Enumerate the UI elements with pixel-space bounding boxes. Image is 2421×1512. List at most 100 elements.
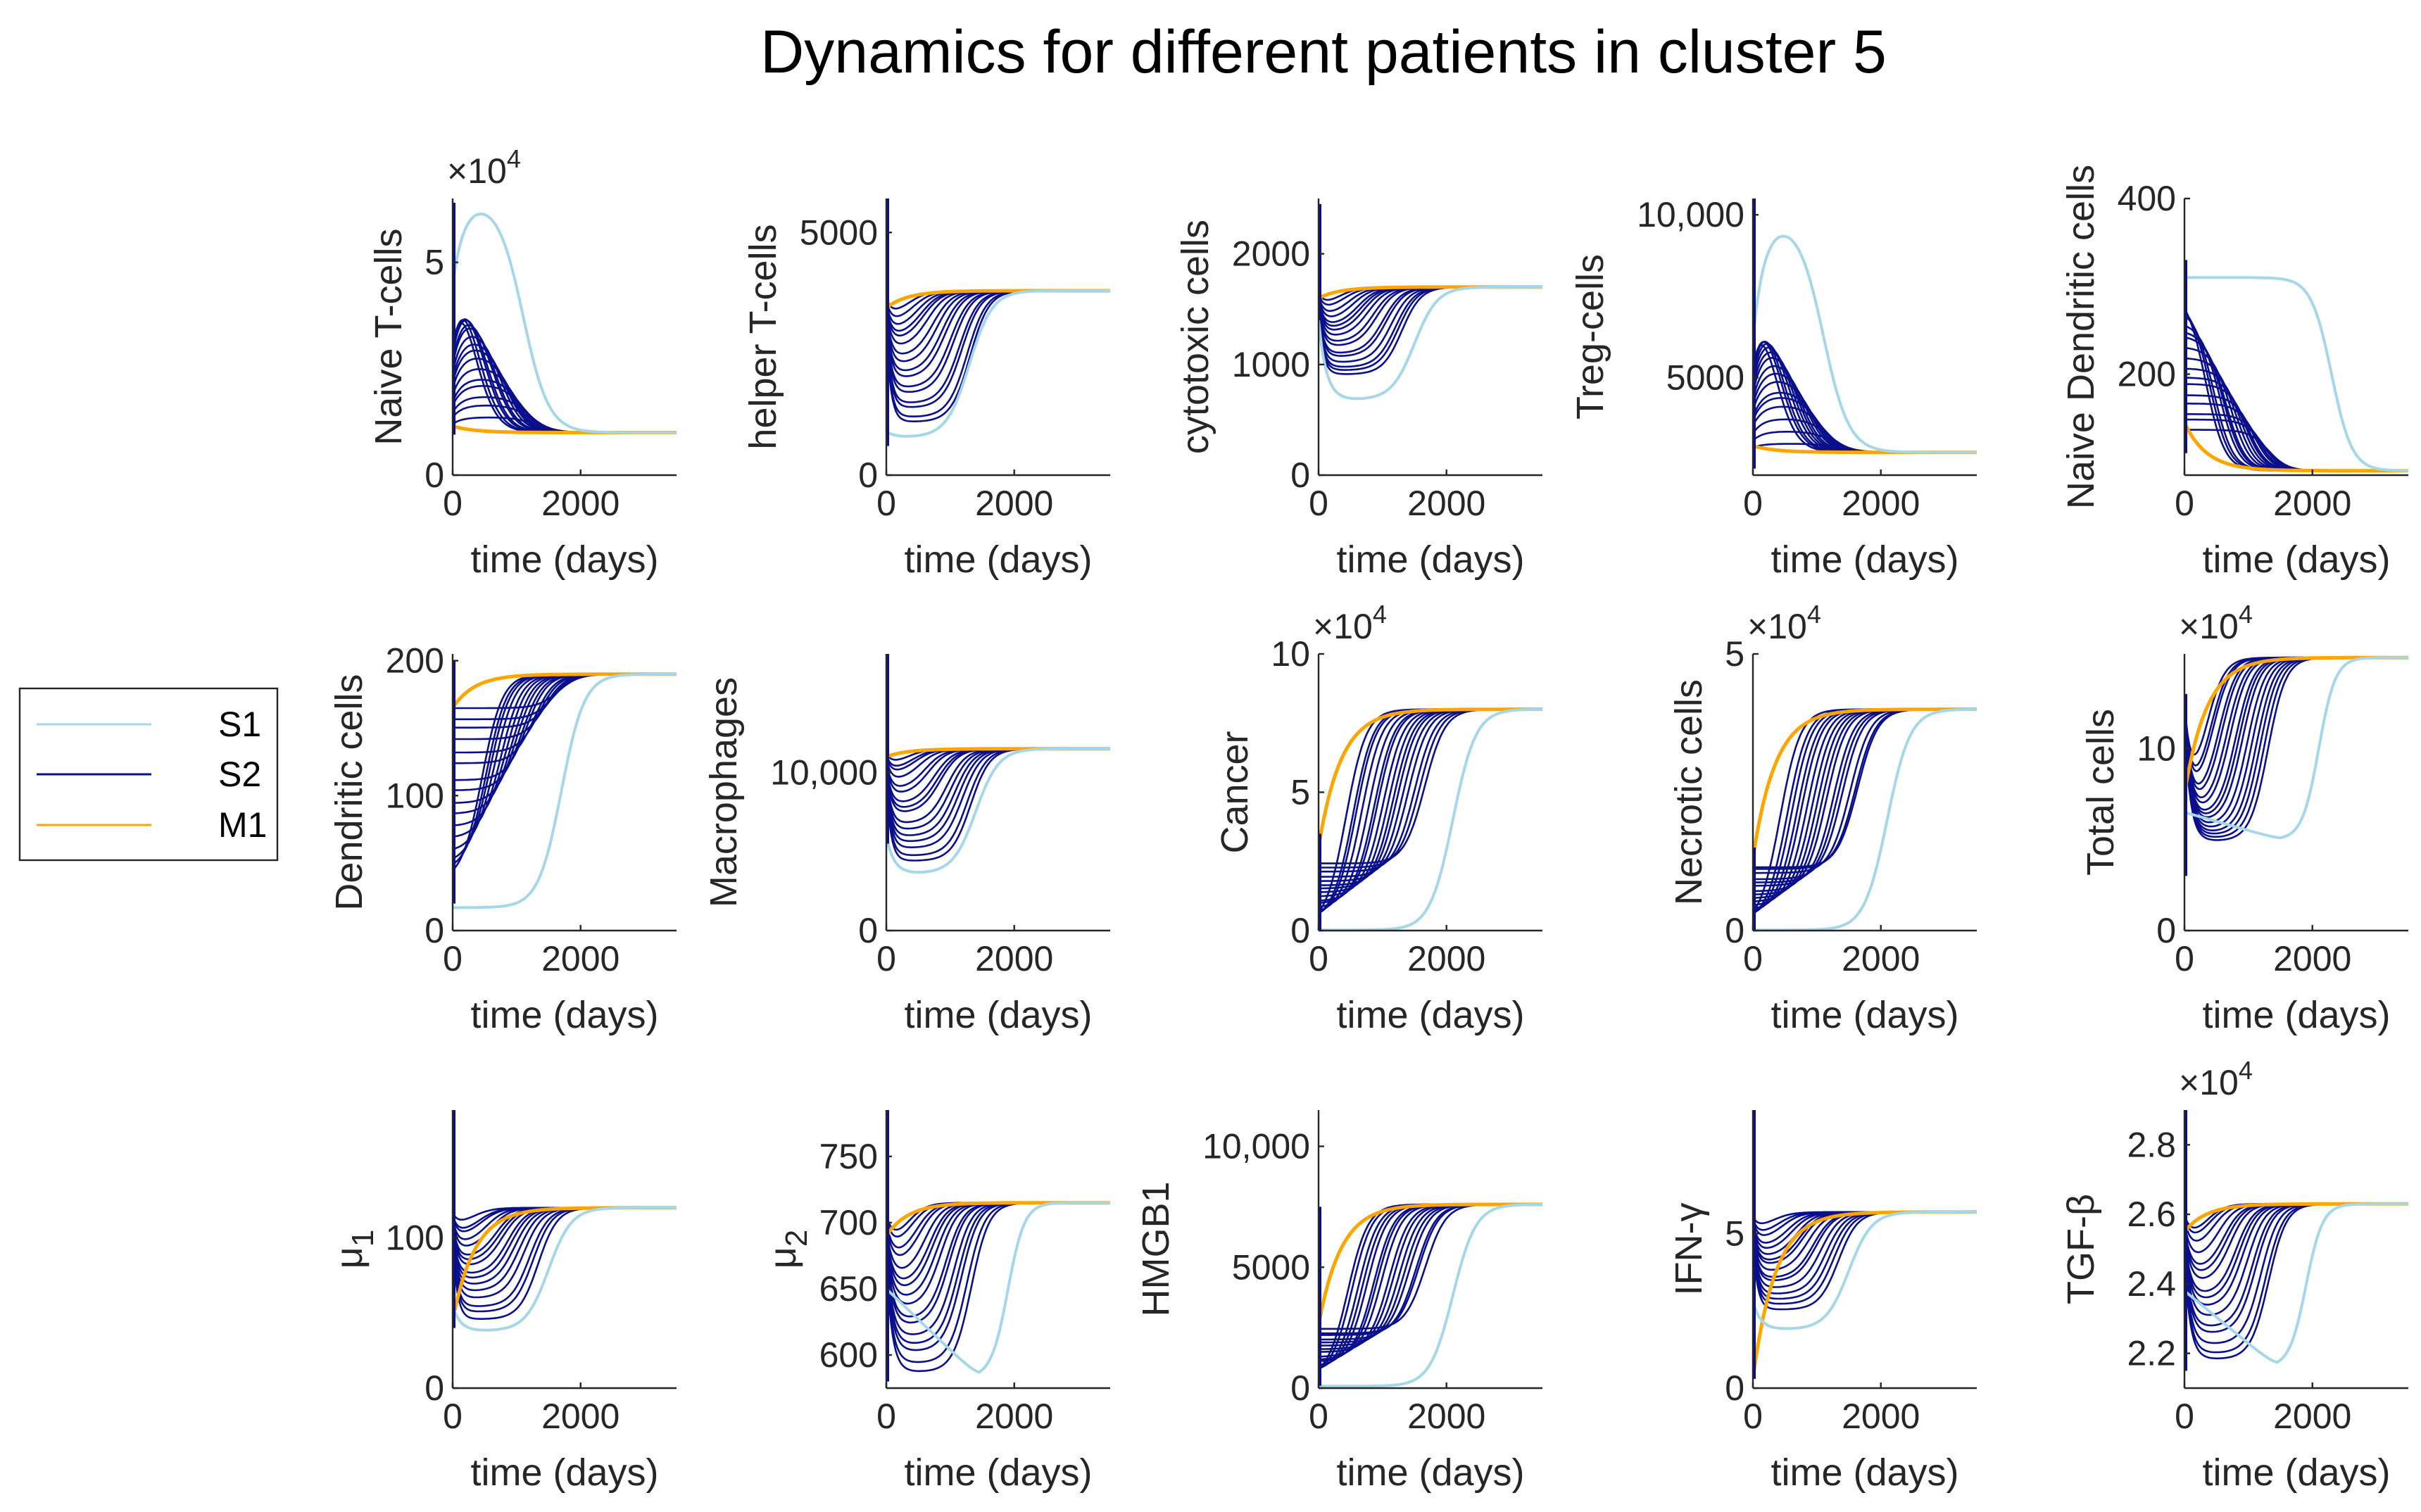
y-tick-label: 400 xyxy=(2118,179,2176,218)
s2-line xyxy=(453,1207,677,1292)
x-tick-label: 0 xyxy=(1309,484,1328,523)
y-tick-label: 200 xyxy=(2118,355,2176,394)
y-axis-label: cytotoxic cells xyxy=(1174,220,1216,454)
y-tick-label: 2000 xyxy=(1232,234,1310,274)
subplot-lines xyxy=(886,654,1110,874)
subplot-3: 0 2000 0 1000 2000 time (days) cytotoxic cells xyxy=(1174,199,1542,581)
y-tick-label: 10 xyxy=(2137,729,2176,768)
y-tick-label: 5 xyxy=(425,243,444,282)
subplot-lines xyxy=(1753,199,1977,469)
y-tick-label: 2.8 xyxy=(2127,1125,2176,1164)
y-axis-label: Naive Dendritic cells xyxy=(2060,165,2102,509)
legend-label-s2: S2 xyxy=(218,755,261,794)
s1-line xyxy=(2184,656,2408,840)
m1-line xyxy=(1319,708,1542,848)
x-tick-label: 0 xyxy=(2175,1397,2194,1436)
axis-multiplier: ×104 xyxy=(2179,1056,2253,1102)
s2-line xyxy=(886,1202,1110,1318)
y-axis-label: Treg-cells xyxy=(1569,254,1611,420)
x-axis-label: time (days) xyxy=(470,1451,658,1494)
x-tick-label: 0 xyxy=(1309,939,1328,978)
s2-line xyxy=(453,318,677,434)
s2-line xyxy=(886,748,1110,824)
s2-line xyxy=(2184,1203,2408,1360)
s2-line xyxy=(2184,656,2408,828)
x-axis-label: time (days) xyxy=(1336,1451,1524,1494)
subplot-2: 0 2000 0 5000 time (days) helper T-cells xyxy=(742,199,1110,581)
y-tick-label: 600 xyxy=(819,1335,878,1375)
y-axis-label: Dendritic cells xyxy=(328,674,370,910)
y-tick-label: 0 xyxy=(858,455,878,495)
x-tick-label: 2000 xyxy=(1842,484,1920,523)
y-tick-label: 5000 xyxy=(1666,358,1744,397)
subplot-lines xyxy=(1319,1202,1542,1388)
x-tick-label: 2000 xyxy=(1407,939,1485,978)
subplot-12: 0 2000 600 650 700 750 time (days) μ2 xyxy=(762,1110,1110,1494)
x-axis-label: time (days) xyxy=(1771,994,1958,1036)
m1-line xyxy=(2184,655,2408,795)
s1-line xyxy=(2184,276,2408,472)
m1-line xyxy=(2184,656,2408,795)
s2-line xyxy=(453,673,677,814)
subplot-lines xyxy=(453,660,677,909)
y-tick-label: 5000 xyxy=(1232,1247,1310,1287)
s2-line xyxy=(453,1207,677,1320)
y-tick-label: 200 xyxy=(386,641,444,681)
x-tick-label: 2000 xyxy=(1407,484,1485,523)
x-axis-label: time (days) xyxy=(1336,538,1524,581)
s2-line xyxy=(453,344,677,434)
x-axis-label: time (days) xyxy=(470,994,658,1036)
m1-line xyxy=(453,1207,677,1321)
m1-line xyxy=(1319,707,1542,848)
y-tick-label: 2.6 xyxy=(2127,1195,2176,1234)
x-tick-label: 0 xyxy=(876,1397,896,1436)
s2-line xyxy=(886,1202,1110,1305)
s1-line xyxy=(1319,1203,1542,1388)
x-tick-label: 2000 xyxy=(1842,939,1920,978)
s2-line xyxy=(1753,708,1977,874)
x-axis-label: time (days) xyxy=(904,1451,1092,1494)
x-axis-label: time (days) xyxy=(1336,994,1524,1036)
s2-line xyxy=(2184,1203,2408,1344)
y-tick-label: 10,000 xyxy=(1202,1127,1310,1166)
s2-line xyxy=(453,324,677,434)
y-axis-label: TGF-β xyxy=(2060,1194,2102,1304)
s2-line xyxy=(2184,1203,2408,1306)
subplot-15: 0 2000 2.2 2.4 2.6 2.8 time (days) TGF-β ×104 xyxy=(2060,1056,2408,1494)
m1-line xyxy=(2184,656,2408,795)
subplot-1: 0 2000 0 5 time (days) Naive T-cells ×104 xyxy=(367,144,677,581)
m1-line xyxy=(453,1206,677,1321)
x-tick-label: 2000 xyxy=(2273,484,2351,523)
m1-line xyxy=(1753,708,1977,859)
subplot-lines xyxy=(1319,707,1542,932)
y-axis-label: HMGB1 xyxy=(1135,1181,1177,1316)
s2-line xyxy=(2184,418,2408,472)
s2-line xyxy=(1319,286,1542,342)
y-axis-label: Cancer xyxy=(1214,731,1256,853)
s1-line xyxy=(886,747,1110,874)
y-axis-label: helper T-cells xyxy=(742,224,784,449)
x-axis-label: time (days) xyxy=(470,538,658,581)
x-tick-label: 0 xyxy=(1743,1397,1763,1436)
s2-line xyxy=(886,748,1110,830)
s2-line xyxy=(1319,1203,1542,1353)
s2-line xyxy=(453,673,677,859)
x-tick-label: 2000 xyxy=(541,484,620,523)
y-tick-label: 5 xyxy=(1290,773,1310,812)
x-axis-label: time (days) xyxy=(2202,994,2390,1036)
y-tick-label: 2.4 xyxy=(2127,1264,2176,1304)
subplot-11: 0 2000 0 100 time (days) μ1 xyxy=(328,1110,677,1494)
s1-line xyxy=(1319,285,1542,401)
x-tick-label: 2000 xyxy=(541,1397,620,1436)
x-tick-label: 2000 xyxy=(2273,1397,2351,1436)
x-tick-label: 2000 xyxy=(975,939,1053,978)
y-tick-label: 5 xyxy=(1725,634,1744,674)
y-tick-label: 750 xyxy=(819,1137,878,1176)
axis-multiplier: ×104 xyxy=(447,144,521,191)
s2-line xyxy=(1319,708,1542,873)
x-tick-label: 2000 xyxy=(1842,1397,1920,1436)
y-tick-label: 10,000 xyxy=(1637,195,1744,234)
y-tick-label: 0 xyxy=(1725,1368,1744,1408)
s2-line xyxy=(2184,656,2408,785)
s2-line xyxy=(453,322,677,434)
